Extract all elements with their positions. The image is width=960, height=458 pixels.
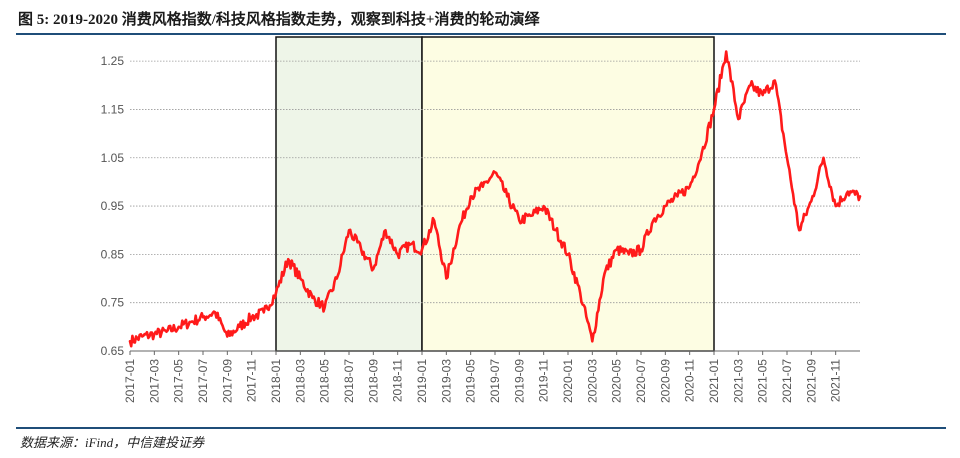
- y-axis: 0.65 0.75 0.85 0.95 1.05 1.15 1.25: [101, 54, 125, 358]
- x-tick-label: 2017-05: [172, 359, 186, 403]
- x-tick-label: 2018-09: [366, 359, 380, 403]
- highlight-period-2: [421, 36, 715, 352]
- highlight-period-1: [275, 36, 423, 352]
- x-tick-label: 2020-05: [610, 359, 624, 403]
- x-tick-label: 2017-01: [123, 359, 137, 403]
- y-tick-label: 1.05: [101, 151, 125, 165]
- x-tick-label: 2017-11: [245, 359, 259, 402]
- x-axis: 2017-01 2017-03 2017-05 2017-07 2017-09 2017-…: [123, 350, 860, 403]
- x-tick-label: 2018-05: [318, 359, 332, 403]
- series-line-1: [128, 50, 862, 348]
- x-tick-label: 2019-11: [537, 359, 551, 402]
- y-tick-label: 0.95: [101, 199, 125, 213]
- highlight-periods: [275, 36, 715, 352]
- x-tick-label: 2021-11: [829, 359, 843, 402]
- x-tick-label: 2020-09: [658, 359, 672, 403]
- x-tick-label: 2019-03: [439, 359, 453, 403]
- x-tick-label: 2020-01: [561, 359, 575, 403]
- x-tick-label: 2021-03: [731, 359, 745, 403]
- x-tick-label: 2021-01: [707, 359, 721, 403]
- y-tick-label: 1.15: [101, 102, 125, 116]
- y-tick-label: 0.85: [101, 247, 125, 261]
- x-tick-label: 2017-07: [196, 359, 210, 403]
- x-tick-label: 2018-01: [269, 359, 283, 403]
- x-tick-label: 2019-07: [488, 359, 502, 403]
- x-tick-label: 2021-07: [780, 359, 794, 403]
- y-tick-label: 0.65: [101, 344, 125, 358]
- series-layer: [128, 50, 862, 348]
- x-tick-label: 2019-05: [464, 359, 478, 403]
- x-tick-label: 2020-11: [683, 359, 697, 402]
- x-tick-label: 2021-09: [804, 359, 818, 403]
- line-chart: 0.650.750.850.951.051.151.25 2017-01 2017…: [101, 36, 862, 403]
- y-tick-label: 0.75: [101, 296, 125, 310]
- chart-title: 图 5: 2019-2020 消费风格指数/科技风格指数走势，观察到科技+消费的…: [18, 12, 540, 28]
- x-tick-label: 2020-03: [585, 359, 599, 403]
- source-note: 数据来源：iFind，中信建投证券: [20, 435, 205, 450]
- x-tick-label: 2017-09: [220, 359, 234, 403]
- x-tick-label: 2018-07: [342, 359, 356, 403]
- x-tick-label: 2019-01: [415, 359, 429, 403]
- y-tick-label: 1.25: [101, 54, 125, 68]
- x-tick-label: 2018-11: [391, 359, 405, 402]
- x-tick-label: 2017-03: [147, 359, 161, 403]
- x-tick-label: 2021-05: [756, 359, 770, 403]
- x-tick-label: 2020-07: [634, 359, 648, 403]
- source-rule: [16, 427, 946, 429]
- x-tick-label: 2018-03: [293, 359, 307, 403]
- title-rule: [16, 33, 946, 35]
- x-tick-label: 2019-09: [512, 359, 526, 403]
